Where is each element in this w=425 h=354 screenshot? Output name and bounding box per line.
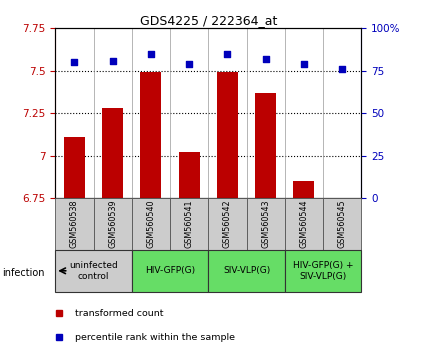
Bar — [55, 198, 94, 250]
Text: percentile rank within the sample: percentile rank within the sample — [75, 332, 235, 342]
Title: GDS4225 / 222364_at: GDS4225 / 222364_at — [139, 14, 277, 27]
Text: HIV-GFP(G): HIV-GFP(G) — [145, 266, 195, 275]
Point — [109, 58, 116, 63]
Bar — [293, 181, 314, 198]
Bar — [55, 250, 132, 292]
Bar — [208, 250, 285, 292]
Point — [186, 61, 193, 67]
Text: uninfected
control: uninfected control — [69, 261, 118, 280]
Point — [262, 56, 269, 62]
Bar — [102, 108, 123, 198]
Bar — [132, 198, 170, 250]
Point — [339, 66, 346, 72]
Text: GSM560541: GSM560541 — [184, 200, 194, 248]
Bar — [178, 152, 200, 198]
Text: GSM560542: GSM560542 — [223, 200, 232, 248]
Point — [71, 59, 78, 65]
Bar — [170, 198, 208, 250]
Bar — [208, 198, 246, 250]
Bar — [132, 250, 208, 292]
Text: GSM560544: GSM560544 — [299, 200, 309, 248]
Text: transformed count: transformed count — [75, 309, 164, 318]
Bar — [255, 93, 276, 198]
Text: GSM560543: GSM560543 — [261, 200, 270, 248]
Bar — [94, 198, 132, 250]
Text: GSM560540: GSM560540 — [146, 200, 156, 248]
Bar — [285, 250, 361, 292]
Bar — [64, 137, 85, 198]
Text: SIV-VLP(G): SIV-VLP(G) — [223, 266, 270, 275]
Text: infection: infection — [2, 268, 45, 278]
Text: GSM560538: GSM560538 — [70, 200, 79, 248]
Bar — [246, 198, 285, 250]
Text: GSM560545: GSM560545 — [337, 200, 347, 248]
Text: GSM560539: GSM560539 — [108, 200, 117, 248]
Bar — [217, 73, 238, 198]
Bar — [285, 198, 323, 250]
Text: HIV-GFP(G) +
SIV-VLP(G): HIV-GFP(G) + SIV-VLP(G) — [293, 261, 353, 280]
Point — [147, 51, 154, 57]
Point — [224, 51, 231, 57]
Bar — [323, 198, 361, 250]
Point — [300, 61, 307, 67]
Bar — [140, 73, 162, 198]
